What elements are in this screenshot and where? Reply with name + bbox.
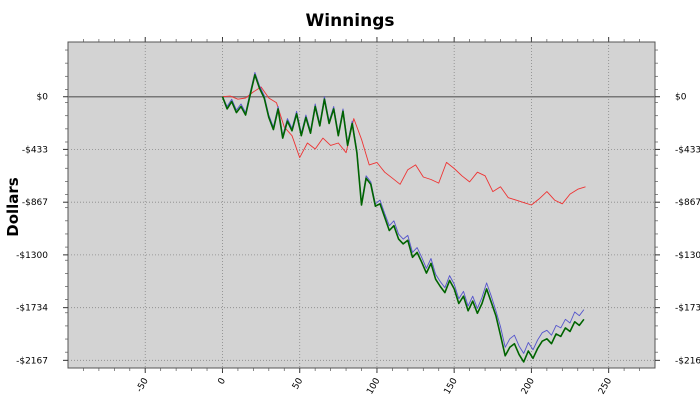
x-tick-label: 0 bbox=[217, 376, 229, 386]
series-line-0 bbox=[222, 86, 586, 206]
y-tick-label-right: -$867 bbox=[675, 198, 700, 208]
y-tick-label-right: $0 bbox=[675, 93, 687, 103]
chart-title: Winnings bbox=[305, 11, 394, 31]
x-tick-label: -50 bbox=[135, 376, 151, 394]
y-tick-label-right: -$1300 bbox=[675, 251, 700, 261]
y-tick-label-right: -$2167 bbox=[675, 356, 700, 366]
y-tick-label-left: -$1300 bbox=[16, 251, 48, 261]
y-tick-label-right: -$433 bbox=[675, 145, 700, 155]
x-tick-label: 250 bbox=[597, 376, 614, 396]
y-axis-label: Dollars bbox=[4, 177, 22, 237]
y-tick-label-right: -$1734 bbox=[675, 304, 700, 314]
series-layer bbox=[221, 71, 586, 363]
y-tick-label-left: -$1734 bbox=[16, 304, 48, 314]
x-tick-label: 50 bbox=[291, 376, 306, 391]
y-axis-left: $0 -$433 -$867 -$1300 -$1734 -$2167 bbox=[16, 49, 68, 366]
x-tick-label: 150 bbox=[443, 376, 460, 396]
series-line-2 bbox=[221, 74, 585, 363]
x-tick-label: 100 bbox=[365, 376, 382, 396]
y-tick-label-left: -$867 bbox=[22, 198, 48, 208]
y-tick-label-left: -$433 bbox=[22, 145, 48, 155]
y-axis-right: $0 -$433 -$867 -$1300 -$1734 -$2167 bbox=[655, 49, 700, 366]
y-tick-label-left: $0 bbox=[37, 93, 49, 103]
y-tick-label-left: -$2167 bbox=[16, 356, 48, 366]
x-tick-label: 200 bbox=[520, 376, 537, 396]
